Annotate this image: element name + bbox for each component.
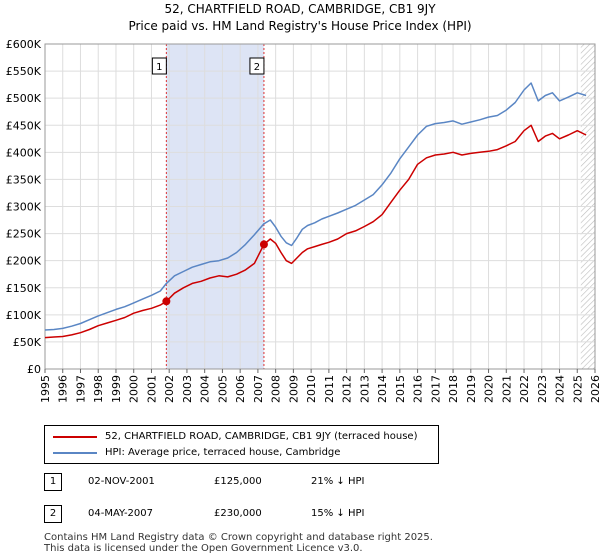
sale-2-point xyxy=(259,240,268,249)
legend-label-hpi: HPI: Average price, terraced house, Camb… xyxy=(105,447,341,458)
x-tick-label: 2014 xyxy=(376,375,389,403)
x-tick-label: 1997 xyxy=(74,375,87,403)
x-tick-label: 2008 xyxy=(270,375,283,403)
y-tick-label: £450K xyxy=(6,119,42,132)
hpi-series-line xyxy=(44,82,587,331)
legend-swatch-property xyxy=(53,436,97,438)
x-tick-label: 1995 xyxy=(39,375,52,403)
y-tick-label: £400K xyxy=(6,146,42,159)
price-chart: £0 £50K £100K £150K £200K £250K £300K £350K £400… xyxy=(6,38,600,403)
y-tick-label: £300K xyxy=(6,201,42,214)
x-tick-label: 2009 xyxy=(287,375,300,403)
sale-hpi-diff: 15% ↓ HPI xyxy=(311,508,365,519)
legend-label-property: 52, CHARTFIELD ROAD, CAMBRIDGE, CB1 9JY … xyxy=(105,431,418,442)
x-tick-label: 2005 xyxy=(216,375,229,403)
y-tick-label: £350K xyxy=(6,173,42,186)
x-tick-label: 2016 xyxy=(412,375,425,403)
x-tick-label: 2021 xyxy=(500,375,513,403)
sale-price: £125,000 xyxy=(214,476,262,487)
y-tick-label: £100K xyxy=(6,309,42,322)
y-tick-label: £500K xyxy=(6,92,42,105)
sale-2-label: 2 xyxy=(254,62,260,73)
x-tick-label: 2025 xyxy=(571,375,584,403)
x-tick-label: 2020 xyxy=(483,375,496,403)
x-tick-label: 2023 xyxy=(536,375,549,403)
x-tick-label: 2022 xyxy=(518,375,531,403)
property-series-line xyxy=(44,124,587,339)
x-tick-label: 2026 xyxy=(589,375,600,403)
sale-date: 02-NOV-2001 xyxy=(88,476,155,487)
x-tick-label: 2017 xyxy=(429,375,442,403)
y-tick-label: £200K xyxy=(6,255,42,268)
plot-frame xyxy=(44,43,596,370)
y-tick-label: £250K xyxy=(6,228,42,241)
sale-marker-box: 2 xyxy=(44,505,62,523)
x-tick-label: 1996 xyxy=(57,375,70,403)
x-tick-label: 1999 xyxy=(110,375,123,403)
chart-legend: 52, CHARTFIELD ROAD, CAMBRIDGE, CB1 9JY … xyxy=(44,425,439,464)
footer-copyright: Contains HM Land Registry data © Crown c… xyxy=(44,532,433,543)
x-tick-label: 2011 xyxy=(323,375,336,403)
y-tick-label: £550K xyxy=(6,65,42,78)
footer-license: This data is licensed under the Open Gov… xyxy=(44,543,363,554)
sale-1-point xyxy=(162,297,171,306)
y-tick-label: £150K xyxy=(6,282,42,295)
y-tick-label: £600K xyxy=(6,38,42,51)
y-tick-label: £0 xyxy=(27,363,41,376)
y-tick-label: £50K xyxy=(13,336,42,349)
x-tick-label: 2003 xyxy=(181,375,194,403)
sale-1-label-box xyxy=(151,57,167,75)
chart-title: 52, CHARTFIELD ROAD, CAMBRIDGE, CB1 9JY xyxy=(164,2,436,16)
x-tick-label: 2007 xyxy=(252,375,265,403)
x-tick-label: 2013 xyxy=(358,375,371,403)
x-tick-label: 2010 xyxy=(305,375,318,403)
x-tick-label: 2000 xyxy=(128,375,141,403)
x-tick-label: 1998 xyxy=(92,375,105,403)
x-tick-label: 2006 xyxy=(234,375,247,403)
sale-price: £230,000 xyxy=(214,508,262,519)
chart-subtitle: Price paid vs. HM Land Registry's House … xyxy=(128,19,472,33)
sale-date: 04-MAY-2007 xyxy=(88,508,154,519)
x-tick-label: 2018 xyxy=(447,375,460,403)
x-tick-label: 2001 xyxy=(145,375,158,403)
x-tick-label: 2015 xyxy=(394,375,407,403)
x-tick-label: 2019 xyxy=(465,375,478,403)
sale-marker-box: 1 xyxy=(44,473,62,491)
legend-swatch-hpi xyxy=(53,452,97,454)
sale-hpi-diff: 21% ↓ HPI xyxy=(311,476,365,487)
x-tick-label: 2012 xyxy=(341,375,354,403)
sale-2-label-box xyxy=(249,57,265,75)
x-tick-label: 2024 xyxy=(554,375,567,403)
x-tick-label: 2004 xyxy=(199,375,212,403)
sale-1-label: 1 xyxy=(156,62,162,73)
x-tick-label: 2002 xyxy=(163,375,176,403)
